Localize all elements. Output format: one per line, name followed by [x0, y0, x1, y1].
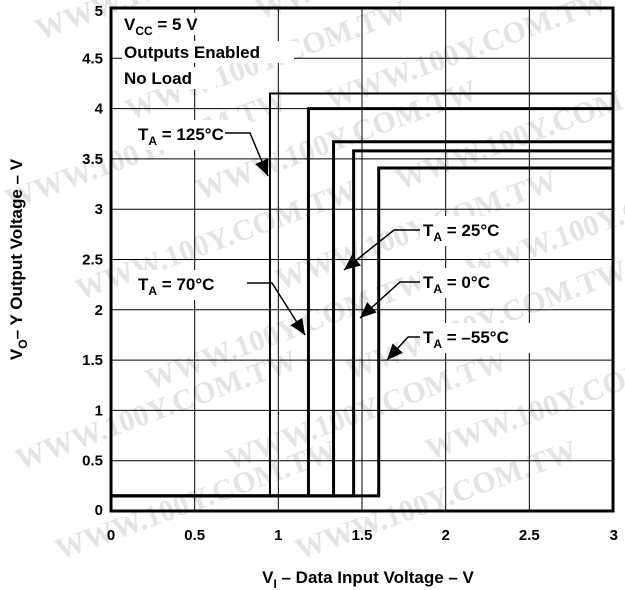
- y-tick-label: 3: [95, 201, 103, 218]
- y-axis-title: VO– Y Output Voltage – V: [7, 158, 30, 360]
- arrowhead: [344, 254, 361, 270]
- y-tick-label: 3.5: [82, 151, 103, 168]
- leader-line: [359, 281, 420, 319]
- y-tick-label: 0: [95, 502, 103, 519]
- arrowhead: [360, 302, 377, 318]
- y-tick-label: 2.5: [82, 252, 103, 269]
- arrowhead: [255, 158, 269, 176]
- condition-label-bg: [122, 41, 294, 63]
- x-tick-label: 0.5: [184, 527, 205, 544]
- condition-label-bg: [122, 67, 216, 89]
- x-tick-label: 2: [441, 527, 449, 544]
- y-tick-label: 2: [95, 302, 103, 319]
- series-label: TA = 25°C: [423, 221, 499, 244]
- x-tick-label: 0: [107, 527, 115, 544]
- series-group: [111, 92, 613, 498]
- y-tick-label: 1.5: [82, 352, 103, 369]
- series-label-bg: [420, 268, 518, 298]
- watermark-text: WWW.100Y.COM.TW: [421, 334, 625, 467]
- x-tick-label: 3: [610, 527, 618, 544]
- condition-text: No Load: [124, 69, 192, 88]
- series-label: TA = 70°C: [138, 275, 214, 298]
- series-label-bg: [420, 323, 538, 353]
- y-tick-label: 5: [95, 3, 103, 20]
- series-line: [111, 166, 613, 498]
- plot-frame: [109, 6, 615, 513]
- annotations: VCC = 5 V Outputs Enabled No Load TA = 125°…: [122, 13, 538, 361]
- condition-text: VCC = 5 V: [124, 15, 198, 38]
- x-axis-title: VI – Data Input Voltage – V: [262, 568, 474, 590]
- series-label-bg: [135, 120, 250, 150]
- leader-line: [247, 282, 306, 336]
- series-label-bg: [135, 270, 233, 300]
- y-tick-label: 4: [95, 101, 104, 118]
- series-label: TA = 0°C: [423, 273, 490, 296]
- x-tick-label: 1.5: [352, 527, 373, 544]
- series-label: TA = 125°C: [138, 125, 224, 148]
- watermark-text: WWW.100Y.COM.TW: [391, 64, 625, 197]
- condition-label-bg: [122, 13, 222, 35]
- x-tick-label: 2.5: [519, 527, 540, 544]
- leader-line: [343, 229, 420, 271]
- condition-text: Outputs Enabled: [124, 43, 260, 62]
- x-tick-label: 1: [274, 527, 282, 544]
- y-tick-label: 4.5: [82, 50, 103, 67]
- series-label-bg: [420, 216, 518, 246]
- series-label: TA = –55°C: [423, 328, 509, 351]
- watermark-layer: WWW.100Y.COM.TWWWW.100Y.COM.TWWWW.100Y.C…: [1, 0, 625, 567]
- arrowhead: [290, 317, 305, 335]
- y-tick-label: 1: [95, 402, 103, 419]
- y-tick-label: 0.5: [82, 453, 103, 470]
- arrowhead: [387, 343, 403, 360]
- tick-labels: 0 0.5 1 1.5 2 2.5 3 0 0.5 1 1.5 2 2.5 3 3.5 4 4.5 5: [82, 3, 618, 544]
